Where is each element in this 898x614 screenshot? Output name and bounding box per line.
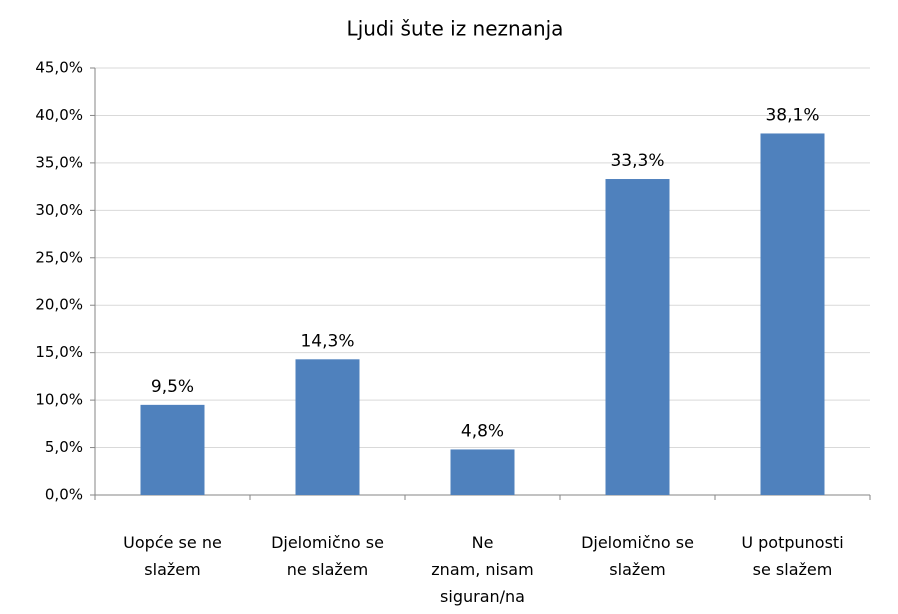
data-label: 38,1% <box>765 105 819 125</box>
y-tick-label: 45,0% <box>35 59 83 77</box>
chart-title: Ljudi šute iz neznanja <box>347 17 564 41</box>
x-tick-label: Ne znam, nisam siguran/na <box>431 533 533 606</box>
bar <box>295 359 360 495</box>
x-tick-label: Djelomično se slažem <box>581 533 694 579</box>
bar <box>760 133 825 495</box>
y-tick-label: 35,0% <box>35 153 83 171</box>
bar <box>140 404 205 495</box>
y-tick-label: 30,0% <box>35 201 83 219</box>
data-label: 33,3% <box>610 151 664 171</box>
y-tick-label: 20,0% <box>35 296 83 314</box>
y-tick-label: 0,0% <box>45 486 83 504</box>
y-tick-label: 10,0% <box>35 391 83 409</box>
x-tick-label: Uopće se ne slažem <box>123 533 222 579</box>
x-tick-label: Djelomično se ne slažem <box>271 533 384 579</box>
x-tick-label: U potpunosti se slažem <box>741 533 843 579</box>
y-tick-label: 15,0% <box>35 343 83 361</box>
data-label: 9,5% <box>151 377 194 397</box>
data-label: 14,3% <box>300 331 354 351</box>
bar <box>605 179 670 495</box>
y-tick-label: 5,0% <box>45 438 83 456</box>
y-tick-label: 40,0% <box>35 106 83 124</box>
data-label: 4,8% <box>461 421 504 441</box>
bar <box>450 449 515 495</box>
y-tick-label: 25,0% <box>35 248 83 266</box>
